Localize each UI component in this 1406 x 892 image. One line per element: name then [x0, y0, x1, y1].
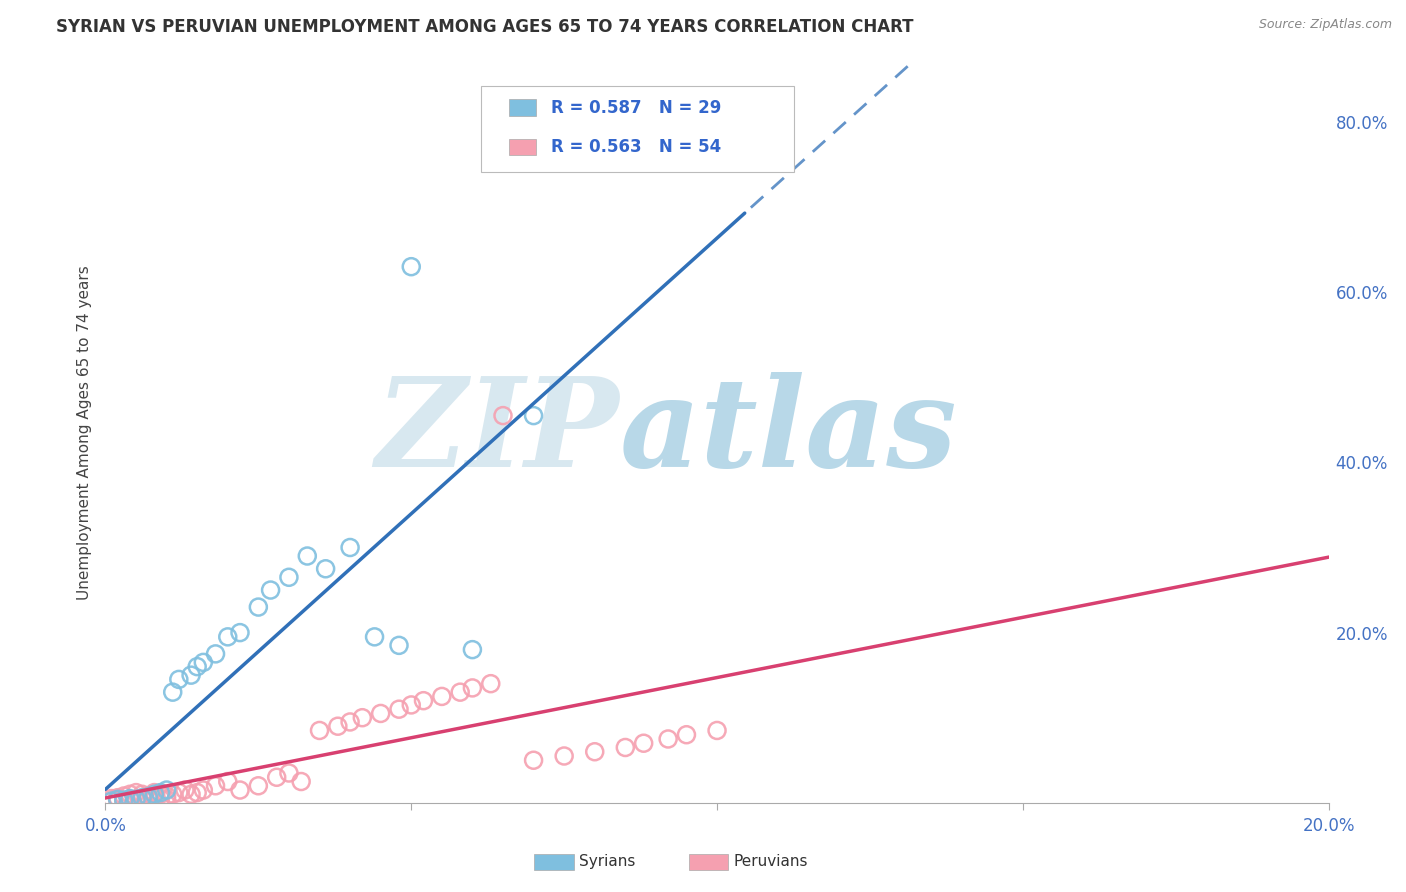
Point [100, 791, 122, 805]
Text: Syrians: Syrians [579, 855, 636, 869]
Point [523, 409, 546, 423]
Point [162, 685, 184, 699]
Point [155, 783, 177, 797]
Point [401, 698, 423, 712]
Point [162, 787, 184, 801]
Text: atlas: atlas [619, 372, 957, 493]
Point [112, 794, 135, 808]
Point [131, 787, 153, 801]
Point [479, 676, 502, 690]
Point [125, 793, 148, 807]
Point [675, 728, 697, 742]
FancyBboxPatch shape [509, 138, 536, 155]
Point [112, 789, 135, 803]
Point [430, 690, 453, 704]
Text: R = 0.587   N = 29: R = 0.587 N = 29 [551, 99, 721, 117]
Point [412, 694, 434, 708]
Point [167, 673, 190, 687]
Point [492, 409, 515, 423]
Point [174, 783, 197, 797]
Text: R = 0.563   N = 54: R = 0.563 N = 54 [551, 138, 721, 156]
Point [143, 790, 166, 805]
Point [100, 794, 122, 808]
Point [308, 723, 330, 738]
Point [100, 794, 122, 808]
Point [388, 639, 411, 653]
Point [167, 786, 190, 800]
Y-axis label: Unemployment Among Ages 65 to 74 years: Unemployment Among Ages 65 to 74 years [76, 265, 91, 600]
Point [136, 792, 159, 806]
Point [155, 792, 177, 806]
Point [217, 774, 239, 789]
Point [290, 774, 312, 789]
Point [247, 600, 270, 615]
Point [107, 790, 129, 805]
Point [706, 723, 728, 738]
Point [186, 786, 208, 800]
Point [247, 779, 270, 793]
FancyBboxPatch shape [481, 87, 794, 172]
Point [229, 625, 252, 640]
Point [143, 786, 166, 800]
Text: ZIP: ZIP [375, 372, 619, 493]
Point [143, 787, 166, 801]
Point [131, 790, 153, 805]
Point [388, 702, 411, 716]
Point [315, 562, 337, 576]
Point [657, 731, 679, 746]
Point [461, 681, 484, 695]
Point [259, 582, 281, 597]
Point [217, 630, 239, 644]
Point [449, 685, 471, 699]
Point [125, 792, 148, 806]
Point [149, 787, 172, 801]
Point [583, 745, 606, 759]
Point [180, 668, 202, 682]
Point [363, 630, 385, 644]
Point [266, 770, 288, 784]
Point [204, 779, 226, 793]
Point [229, 783, 252, 797]
Point [326, 719, 349, 733]
Point [149, 786, 172, 800]
Point [193, 656, 215, 670]
Point [461, 642, 484, 657]
Point [180, 787, 202, 801]
Point [553, 749, 575, 764]
Point [149, 791, 172, 805]
FancyBboxPatch shape [509, 100, 536, 116]
Point [297, 549, 319, 563]
Text: SYRIAN VS PERUVIAN UNEMPLOYMENT AMONG AGES 65 TO 74 YEARS CORRELATION CHART: SYRIAN VS PERUVIAN UNEMPLOYMENT AMONG AG… [56, 18, 914, 36]
Point [339, 541, 361, 555]
Point [118, 787, 141, 801]
Point [278, 570, 301, 584]
Point [136, 789, 159, 803]
Point [614, 740, 637, 755]
Point [118, 791, 141, 805]
Point [204, 647, 226, 661]
Point [118, 792, 141, 806]
Point [523, 753, 546, 767]
Point [112, 793, 135, 807]
Point [352, 711, 374, 725]
Point [155, 789, 177, 803]
Point [125, 786, 148, 800]
Point [339, 714, 361, 729]
Point [136, 789, 159, 804]
Point [107, 792, 129, 806]
Text: Source: ZipAtlas.com: Source: ZipAtlas.com [1258, 18, 1392, 31]
Point [401, 260, 423, 274]
Point [107, 793, 129, 807]
Point [193, 783, 215, 797]
Text: Peruvians: Peruvians [734, 855, 808, 869]
Point [370, 706, 392, 721]
Point [278, 766, 301, 780]
Point [186, 659, 208, 673]
Point [633, 736, 655, 750]
Point [131, 791, 153, 805]
